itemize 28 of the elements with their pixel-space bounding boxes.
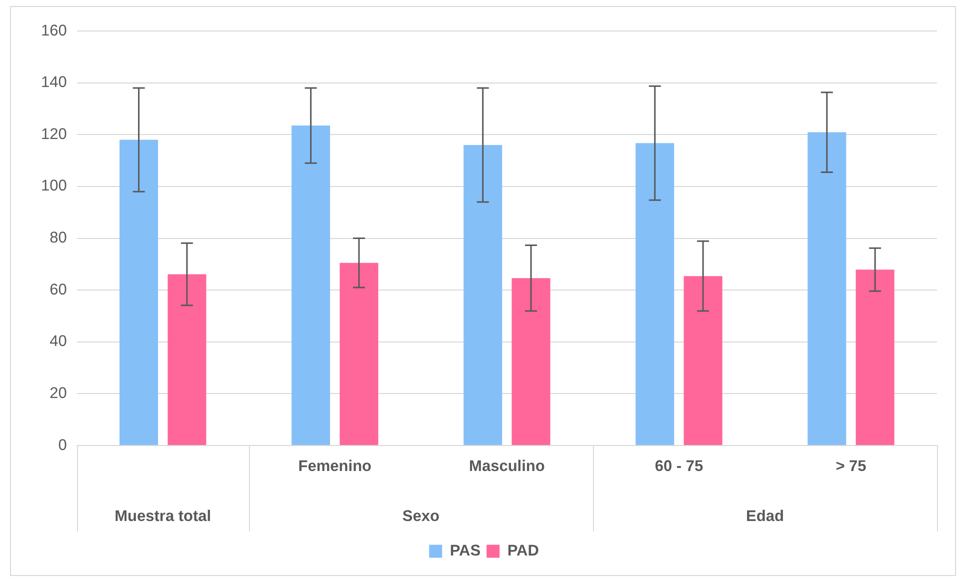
y-tick-label: 40 <box>50 333 68 350</box>
legend-label: PAS <box>450 542 481 560</box>
text: Muestra total <box>114 508 212 525</box>
y-tick-label: 120 <box>40 126 68 143</box>
bar <box>292 126 330 445</box>
text: Sexo <box>402 508 440 525</box>
bar <box>512 278 550 445</box>
bar <box>808 132 846 445</box>
bar <box>856 270 894 445</box>
text: Edad <box>746 508 784 525</box>
y-tick-label: 100 <box>40 178 68 195</box>
y-tick-label: 0 <box>58 436 68 454</box>
legend-label: PAD <box>507 542 539 560</box>
x-tick-label: Femenino <box>298 458 372 476</box>
bar <box>464 144 502 445</box>
bar <box>340 262 378 445</box>
y-tick-label: 80 <box>50 230 68 247</box>
y-tick-label: 20 <box>50 384 68 402</box>
bar <box>636 143 674 445</box>
x-tick-label: > 75 <box>836 458 867 476</box>
bar <box>684 276 722 445</box>
x-tick-label: 60 - 75 <box>654 458 704 476</box>
y-tick-label: 140 <box>40 74 68 92</box>
bar <box>168 274 206 445</box>
bar <box>120 140 158 445</box>
x-tick-label: Masculino <box>469 458 545 476</box>
y-tick-label: 60 <box>50 281 68 298</box>
y-tick-label: 160 <box>40 22 68 40</box>
